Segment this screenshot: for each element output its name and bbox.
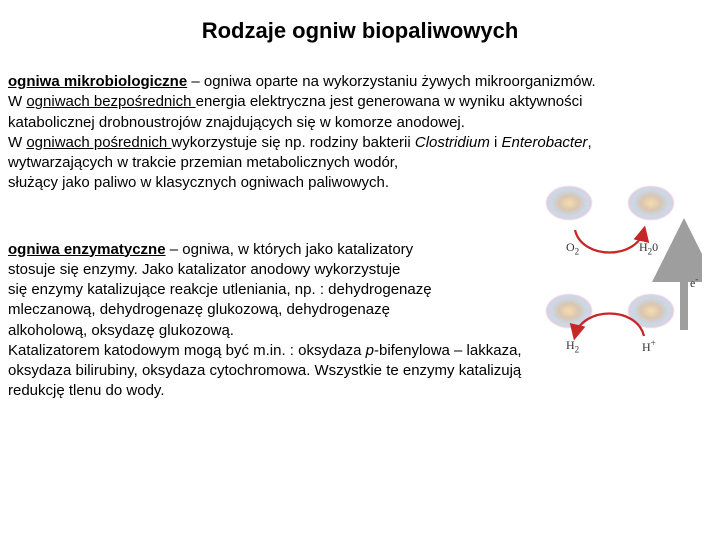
text: służący jako paliwo w klasycznych ogniwa… bbox=[8, 174, 389, 191]
text: katabolicznej drobnoustrojów znajdującyc… bbox=[8, 114, 465, 131]
biofuel-cell-diagram: O2 H20 H2 H+ e- bbox=[542, 180, 702, 380]
text: – ogniwa, w których jako katalizatory bbox=[166, 241, 414, 258]
text: wykorzystuje się np. rodziny bakterii bbox=[171, 134, 414, 151]
text: W bbox=[8, 134, 26, 151]
text: W bbox=[8, 93, 26, 110]
text: , bbox=[587, 134, 591, 151]
term-direct-cells: ogniwach bezpośrednich bbox=[26, 93, 195, 110]
page-title: Rodzaje ogniw biopaliwowych bbox=[0, 0, 720, 72]
arc-top bbox=[575, 230, 644, 253]
text: wytwarzających w trakcie przemian metabo… bbox=[8, 154, 398, 171]
section1-heading: ogniwa mikrobiologiczne bbox=[8, 73, 187, 90]
label-electron: e- bbox=[690, 274, 698, 291]
text: – ogniwa oparte na wykorzystaniu żywych … bbox=[187, 73, 596, 90]
taxon-clostridium: Clostridium bbox=[415, 134, 490, 151]
text: alkoholową, oksydazę glukozową. bbox=[8, 322, 234, 339]
label-o2: O2 bbox=[566, 240, 579, 256]
arc-bottom bbox=[575, 314, 644, 337]
text: Katalizatorem katodowym mogą być m.in. :… bbox=[8, 342, 366, 359]
section2-heading: ogniwa enzymatyczne bbox=[8, 241, 166, 258]
section-microbiological: ogniwa mikrobiologiczne – ogniwa oparte … bbox=[0, 72, 720, 194]
text: się enzymy katalizujące reakcje utlenian… bbox=[8, 281, 432, 298]
taxon-enterobacter: Enterobacter bbox=[502, 134, 588, 151]
text: stosuje się enzymy. Jako katalizator ano… bbox=[8, 261, 400, 278]
text: i bbox=[490, 134, 502, 151]
term-indirect-cells: ogniwach pośrednich bbox=[26, 134, 171, 151]
text: oksydaza bilirubiny, oksydaza cytochromo… bbox=[8, 362, 521, 379]
label-h2: H2 bbox=[566, 338, 579, 354]
label-h-plus: H+ bbox=[642, 338, 656, 355]
text: energia elektryczna jest generowana w wy… bbox=[196, 93, 583, 110]
text: mleczanową, dehydrogenazę glukozową, deh… bbox=[8, 301, 390, 318]
chem-p-prefix: p bbox=[366, 342, 374, 359]
text: -bifenylowa – lakkaza, bbox=[374, 342, 522, 359]
label-h2o: H20 bbox=[639, 240, 658, 256]
text: redukcję tlenu do wody. bbox=[8, 382, 164, 399]
